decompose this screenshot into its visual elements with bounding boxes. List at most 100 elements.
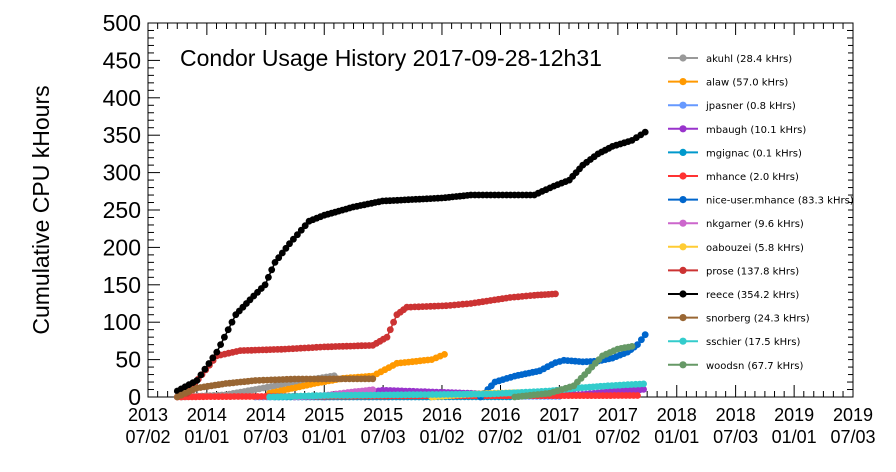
y-tick-label: 100 bbox=[103, 309, 141, 335]
x-tick-label-year: 2015 bbox=[304, 405, 344, 425]
series-point bbox=[224, 326, 232, 334]
series-point bbox=[213, 348, 221, 356]
x-tick-label-date: 01/01 bbox=[537, 427, 582, 447]
legend-label: mgignac (0.1 kHrs) bbox=[706, 148, 802, 159]
legend-background bbox=[662, 41, 848, 380]
legend-swatch-marker bbox=[679, 314, 687, 322]
legend-entry: nice-user.mhance (83.3 kHrs) bbox=[668, 196, 854, 207]
y-axis: 0 50 100 150 200 250 300 350 400 450 500 bbox=[103, 10, 853, 410]
series-point bbox=[197, 371, 205, 379]
y-tick-label: 250 bbox=[103, 197, 141, 223]
series-point bbox=[634, 341, 641, 348]
series-point bbox=[641, 331, 649, 339]
series-point bbox=[552, 290, 559, 298]
x-tick-label-date: 07/02 bbox=[125, 427, 170, 447]
legend-entry: snorberg (24.3 kHrs) bbox=[668, 314, 810, 325]
y-tick-label: 300 bbox=[103, 160, 141, 186]
series-point bbox=[278, 249, 286, 257]
legend-entry: mhance (2.0 kHrs) bbox=[668, 172, 799, 183]
legend-entry: oabouzei (5.8 kHrs) bbox=[668, 243, 804, 254]
legend-entry: sschier (17.5 kHrs) bbox=[668, 337, 800, 348]
x-tick-label-date: 07/03 bbox=[361, 427, 406, 447]
x-tick-label-date: 07/03 bbox=[830, 427, 875, 447]
series-point bbox=[634, 392, 641, 399]
legend-entry: nkgarner (9.6 kHrs) bbox=[668, 219, 804, 230]
series-point bbox=[286, 240, 293, 248]
series-point bbox=[290, 235, 297, 243]
x-tick-label-date: 01/02 bbox=[419, 427, 464, 447]
series-point bbox=[221, 333, 228, 341]
series-point bbox=[390, 318, 397, 326]
x-tick-label-date: 01/01 bbox=[654, 427, 699, 447]
series-point bbox=[193, 377, 201, 384]
series-group bbox=[511, 343, 636, 401]
series-point bbox=[638, 336, 645, 344]
legend-label: sschier (17.5 kHrs) bbox=[706, 337, 800, 348]
series-point bbox=[265, 273, 272, 281]
series-point bbox=[641, 128, 649, 136]
legend-label: jpasner (0.8 kHrs) bbox=[705, 101, 796, 112]
legend-swatch-marker bbox=[679, 243, 687, 251]
legend: akuhl (28.4 kHrs) alaw (57.0 kHrs) jpasner… bbox=[662, 41, 854, 380]
y-tick-label: 200 bbox=[103, 234, 141, 260]
legend-label: prose (137.8 kHrs) bbox=[706, 266, 799, 277]
chart-title: Condor Usage History 2017-09-28-12h31 bbox=[180, 45, 602, 71]
x-tick-label-date: 07/03 bbox=[243, 427, 288, 447]
legend-swatch-marker bbox=[679, 78, 687, 86]
legend-swatch-marker bbox=[679, 196, 687, 204]
legend-label: mhance (2.0 kHrs) bbox=[706, 172, 799, 183]
legend-swatch-marker bbox=[679, 172, 687, 180]
legend-swatch-marker bbox=[679, 361, 687, 369]
series-point bbox=[628, 343, 636, 350]
series-group bbox=[173, 128, 649, 395]
legend-entry: jpasner (0.8 kHrs) bbox=[668, 101, 796, 112]
legend-swatch-marker bbox=[679, 101, 687, 109]
series-point bbox=[301, 222, 309, 230]
x-tick-label-year: 2017 bbox=[598, 405, 638, 425]
x-tick-label-date: 01/01 bbox=[302, 427, 347, 447]
legend-entry: mgignac (0.1 kHrs) bbox=[668, 148, 802, 159]
series-point bbox=[282, 244, 290, 252]
x-tick-label-year: 2018 bbox=[657, 405, 697, 425]
x-tick-label-year: 2016 bbox=[422, 405, 462, 425]
legend-swatch-marker bbox=[679, 148, 687, 156]
x-tick-label-year: 2014 bbox=[246, 405, 286, 425]
x-tick-label-year: 2017 bbox=[539, 405, 579, 425]
legend-entry: woodsn (67.7 kHrs) bbox=[668, 361, 803, 372]
x-tick-label-year: 2019 bbox=[774, 405, 814, 425]
x-tick-label-year: 2016 bbox=[480, 405, 520, 425]
y-axis-label: Cumulative CPU kHours bbox=[28, 85, 54, 334]
series-point bbox=[217, 341, 225, 348]
series-point bbox=[201, 365, 209, 373]
series-point bbox=[261, 281, 269, 289]
series-point bbox=[205, 360, 213, 367]
y-tick-label: 450 bbox=[103, 47, 141, 73]
series-layer bbox=[173, 128, 649, 401]
series-point bbox=[271, 259, 279, 266]
series-point bbox=[383, 333, 391, 341]
y-tick-label: 500 bbox=[103, 10, 141, 36]
x-tick-label-year: 2015 bbox=[363, 405, 403, 425]
series-point bbox=[441, 351, 448, 358]
x-tick-label-date: 01/01 bbox=[772, 427, 817, 447]
legend-label: mbaugh (10.1 kHrs) bbox=[706, 125, 806, 136]
x-tick-label-year: 2018 bbox=[716, 405, 756, 425]
series-point bbox=[640, 386, 647, 393]
series-point bbox=[228, 318, 236, 326]
legend-label: nkgarner (9.6 kHrs) bbox=[706, 219, 804, 230]
series-point bbox=[640, 380, 647, 388]
legend-swatch-marker bbox=[679, 219, 687, 227]
legend-label: snorberg (24.3 kHrs) bbox=[706, 314, 810, 325]
y-tick-label: 0 bbox=[128, 384, 141, 410]
legend-entry: prose (137.8 kHrs) bbox=[668, 266, 799, 277]
x-tick-label-year: 2014 bbox=[187, 405, 227, 425]
series-point bbox=[209, 354, 217, 362]
series-group bbox=[266, 380, 647, 401]
series-group bbox=[173, 375, 377, 401]
series-group bbox=[477, 331, 649, 401]
legend-entry: akuhl (28.4 kHrs) bbox=[668, 54, 792, 65]
legend-label: nice-user.mhance (83.3 kHrs) bbox=[706, 196, 854, 207]
x-tick-label-year: 2013 bbox=[128, 405, 168, 425]
legend-swatch-marker bbox=[679, 54, 687, 62]
